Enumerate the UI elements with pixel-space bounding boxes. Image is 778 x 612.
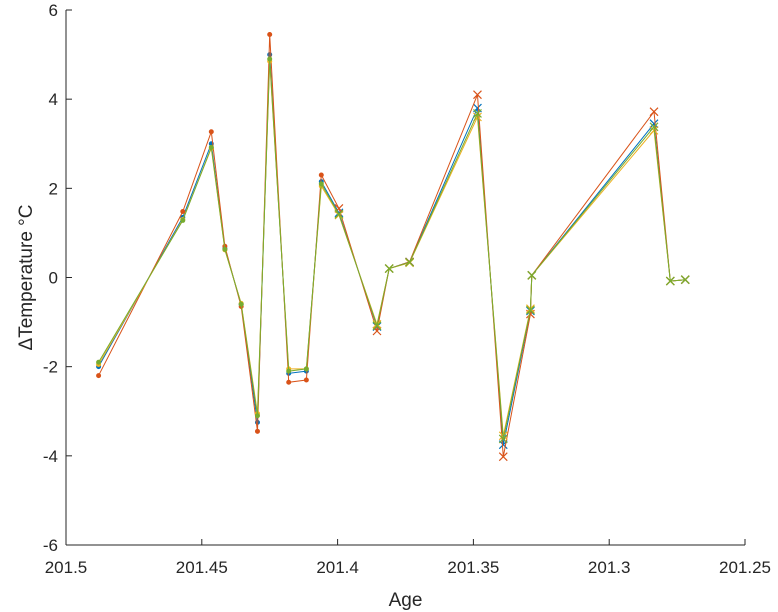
data-point xyxy=(180,209,186,215)
y-tick-label: -6 xyxy=(43,536,58,555)
data-point xyxy=(384,264,394,274)
x-tick-label: 201.4 xyxy=(316,558,359,577)
tick-labels: -6 -4 -2 0 2 4 6 201.5 201.45 201.4 201.35 201.3 201… xyxy=(43,1,771,577)
data-point xyxy=(254,413,260,419)
series-1 xyxy=(96,52,690,450)
axes xyxy=(65,9,746,546)
y-tick-label: 2 xyxy=(49,179,58,198)
data-point xyxy=(473,109,482,118)
data-point xyxy=(680,275,690,285)
data-point xyxy=(208,144,214,150)
data-point xyxy=(286,368,292,374)
data-point xyxy=(208,129,214,135)
data-point xyxy=(180,217,186,223)
series-line xyxy=(98,59,686,439)
data-point xyxy=(498,452,508,462)
data-point xyxy=(527,270,537,280)
x-tick-label: 201.25 xyxy=(719,558,771,577)
data-point xyxy=(238,301,244,307)
data-point xyxy=(526,305,535,315)
data-point xyxy=(318,172,324,178)
data-point xyxy=(303,377,309,383)
data-point xyxy=(372,321,382,331)
series-line xyxy=(98,54,686,445)
y-tick-label: -2 xyxy=(43,358,58,377)
x-tick-label: 201.35 xyxy=(447,558,499,577)
data-point xyxy=(405,257,414,267)
y-tick-label: 0 xyxy=(49,269,58,288)
series-2 xyxy=(96,32,690,462)
x-tick-label: 201.3 xyxy=(588,558,631,577)
series-layer xyxy=(96,32,690,462)
data-point xyxy=(498,434,508,444)
y-tick-label: 4 xyxy=(49,90,58,109)
data-point xyxy=(318,181,324,187)
data-point xyxy=(303,366,309,372)
data-point xyxy=(267,56,273,62)
data-point xyxy=(96,373,102,379)
data-point xyxy=(649,107,659,117)
data-point xyxy=(286,379,292,385)
x-axis-label: Age xyxy=(389,590,423,611)
series-line xyxy=(98,61,686,436)
data-point xyxy=(665,276,675,286)
data-point xyxy=(254,428,260,434)
data-point xyxy=(222,246,228,252)
y-axis-label: ΔTemperature °C xyxy=(16,205,37,351)
data-point xyxy=(649,122,659,132)
series-4 xyxy=(96,56,690,444)
x-tick-label: 201.5 xyxy=(45,558,88,577)
y-tick-label: 6 xyxy=(49,1,58,20)
series-line xyxy=(98,34,686,457)
series-3 xyxy=(96,58,690,441)
x-tick-label: 201.45 xyxy=(176,558,228,577)
data-point xyxy=(267,32,273,38)
data-point xyxy=(96,359,102,365)
data-point xyxy=(473,90,482,100)
y-tick-label: -4 xyxy=(43,447,58,466)
data-point xyxy=(334,209,344,219)
data-point xyxy=(649,119,659,129)
